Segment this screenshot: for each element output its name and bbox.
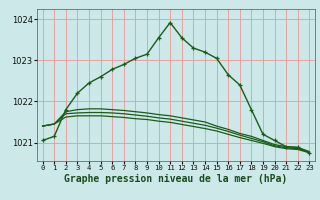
X-axis label: Graphe pression niveau de la mer (hPa): Graphe pression niveau de la mer (hPa): [64, 174, 288, 184]
